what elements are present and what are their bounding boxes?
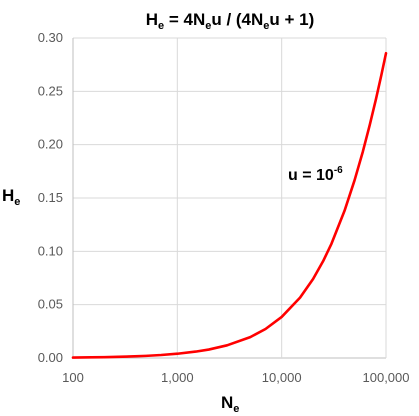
- y-tick-label: 0.20: [38, 137, 63, 152]
- y-tick-label: 0.25: [38, 83, 63, 98]
- y-axis-label: He: [2, 186, 20, 208]
- parameter-annotation: u = 10-6: [288, 165, 343, 184]
- series: [71, 51, 388, 359]
- y-tick-label: 0.05: [38, 297, 63, 312]
- grid: [72, 37, 387, 359]
- x-axis-label: Ne: [221, 393, 239, 415]
- x-tick-label: 100,000: [363, 370, 410, 385]
- y-tick-label: 0.00: [38, 350, 63, 365]
- series-line: [71, 51, 388, 359]
- x-tick-label: 1,000: [161, 370, 194, 385]
- x-tick-label: 100: [62, 370, 84, 385]
- y-tick-label: 0.30: [38, 30, 63, 45]
- y-tick-label: 0.15: [38, 190, 63, 205]
- x-tick-label: 10,000: [262, 370, 302, 385]
- y-tick-labels: 0.00 0.05 0.10 0.15 0.20 0.25 0.30: [38, 30, 63, 365]
- x-tick-labels: 100 1,000 10,000 100,000: [62, 370, 409, 385]
- chart-title: He = 4Neu / (4Neu + 1): [146, 10, 315, 32]
- y-tick-label: 0.10: [38, 243, 63, 258]
